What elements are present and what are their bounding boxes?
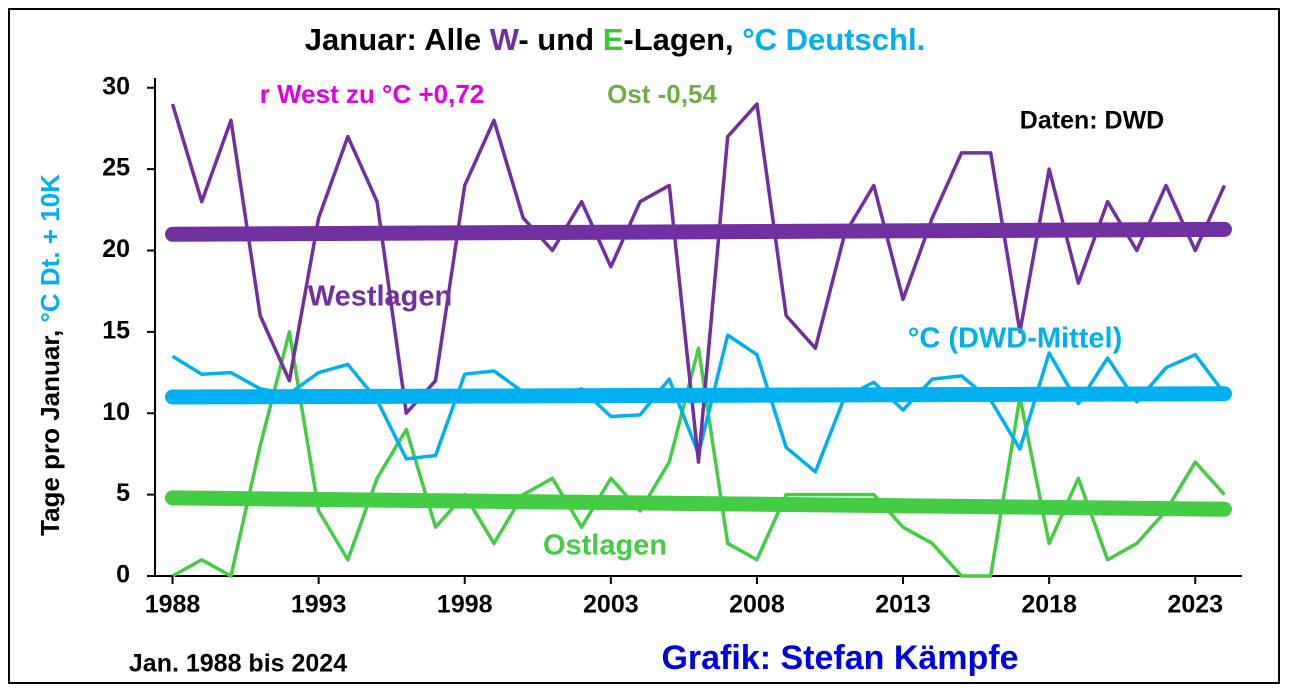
annotation: Ost -0,54 <box>607 79 717 109</box>
annotation: r West zu °C +0,72 <box>260 79 485 109</box>
series-line <box>171 330 1226 578</box>
annotation: Jan. 1988 bis 2024 <box>129 650 347 678</box>
x-tick-label: 2008 <box>729 591 785 619</box>
x-tick-label: 2003 <box>583 591 639 619</box>
annotation: Daten: DWD <box>1020 107 1164 135</box>
x-tick-label: 1993 <box>291 591 347 619</box>
title-part: -Lagen, <box>623 22 742 57</box>
title-part: - und <box>518 22 602 57</box>
trend-line <box>165 490 1232 517</box>
series-label: °C (DWD-Mittel) <box>908 323 1123 355</box>
chart-title: Januar: Alle W- und E-Lagen, °C Deutschl… <box>305 22 925 57</box>
y-tick-label: 10 <box>102 398 130 426</box>
y-tick-label: 5 <box>116 479 130 507</box>
y-tick-label: 20 <box>102 235 130 263</box>
x-tick-label: 2023 <box>1167 591 1223 619</box>
title-part: Januar: Alle <box>305 22 490 57</box>
y-tick-label: 0 <box>116 561 130 589</box>
y-axis-label: Tage pro Januar, °C Dt. + 10K <box>35 174 65 536</box>
x-tick-label: 2013 <box>875 591 931 619</box>
annotation: Grafik: Stefan Kämpfe <box>661 639 1018 677</box>
trend-line <box>165 386 1232 405</box>
trend-line <box>165 221 1232 242</box>
y-label-part: Tage pro Januar, <box>35 323 65 536</box>
y-tick-label: 15 <box>102 316 130 344</box>
x-tick-label: 2018 <box>1021 591 1077 619</box>
series-line <box>170 102 1227 464</box>
x-tick-label: 1988 <box>145 591 201 619</box>
title-part: E <box>603 22 624 57</box>
y-label-part: °C Dt. + 10K <box>35 174 65 323</box>
y-tick-label: 30 <box>102 72 130 100</box>
x-tick-label: 1998 <box>437 591 493 619</box>
title-part: °C Deutschl. <box>742 22 925 57</box>
y-tick-label: 25 <box>102 154 130 182</box>
series-label: Ostlagen <box>543 530 667 562</box>
series-label: Westlagen <box>308 281 453 313</box>
title-part: W <box>490 22 520 57</box>
